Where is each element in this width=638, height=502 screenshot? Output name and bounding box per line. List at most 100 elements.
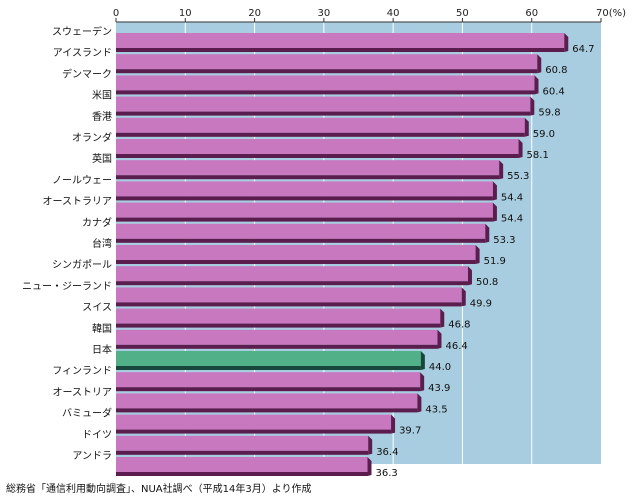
- value-label: 46.4: [445, 341, 467, 352]
- category-label: オランダ: [72, 131, 112, 144]
- bar-end-cap: [492, 202, 497, 222]
- bar-shadow: [116, 472, 368, 476]
- bar-face: [116, 308, 441, 324]
- bar-shadow: [116, 323, 441, 328]
- bar-shadow: [116, 132, 525, 137]
- bar-face: [116, 245, 476, 260]
- bar-face: [116, 266, 468, 282]
- category-label: オーストラリア: [43, 196, 113, 208]
- x-axis-ticks: 0 10 20 30 40 50 60 70(%): [113, 8, 626, 23]
- bar-shadow: [116, 154, 519, 158]
- bar-shadow: [116, 90, 535, 95]
- bar-shadow: [116, 238, 486, 243]
- bar-shadow: [116, 302, 462, 307]
- bar-end-cap: [368, 435, 373, 455]
- category-label: 米国: [92, 89, 112, 102]
- bar-end-cap: [440, 308, 445, 328]
- category-label: オーストリア: [53, 386, 113, 398]
- bar-face: [116, 54, 538, 70]
- bar: [116, 202, 497, 222]
- value-label: 46.8: [448, 320, 470, 331]
- category-label: 韓国: [92, 323, 112, 335]
- bar-end-cap: [420, 372, 425, 392]
- x-tick-label: 70(%): [596, 8, 626, 19]
- value-label: 60.8: [545, 65, 567, 76]
- x-tick-label: 20: [248, 8, 261, 19]
- bar-face: [116, 393, 418, 409]
- value-label: 36.3: [376, 468, 398, 478]
- bar-end-cap: [530, 96, 535, 116]
- value-label: 64.7: [572, 44, 594, 55]
- bar: [116, 96, 535, 116]
- bar-face: [116, 96, 531, 112]
- source-note: 総務省「通信利用動向調査」、NUA社調べ（平成14年3月）より作成: [6, 484, 312, 495]
- value-label: 43.5: [425, 404, 447, 415]
- bar-face: [116, 435, 369, 451]
- category-label: 日本: [92, 343, 112, 356]
- bar-shadow: [116, 48, 565, 52]
- bar-face: [116, 139, 519, 154]
- bar-end-cap: [524, 117, 529, 137]
- category-label: 台湾: [92, 237, 112, 250]
- bar-shadow: [116, 217, 493, 222]
- value-label: 60.4: [542, 86, 564, 97]
- value-label: 49.9: [470, 298, 492, 309]
- value-label: 36.4: [376, 447, 398, 458]
- bar: [116, 372, 425, 392]
- category-label: ドイツ: [82, 430, 112, 441]
- bar-shadow: [116, 429, 392, 434]
- bar-end-cap: [437, 329, 442, 349]
- bar-face: [116, 75, 535, 91]
- bar-shadow: [116, 387, 421, 392]
- bar-face: [116, 117, 525, 133]
- bar-end-cap: [461, 287, 466, 307]
- bar: [116, 393, 422, 413]
- bar: [116, 117, 529, 137]
- bar: [116, 435, 373, 455]
- bars: [116, 33, 569, 476]
- bar: [116, 75, 539, 95]
- bar: [116, 223, 490, 243]
- bar-face: [116, 457, 368, 472]
- bar: [116, 181, 497, 201]
- bar: [116, 266, 472, 286]
- value-label: 59.0: [533, 129, 555, 140]
- value-label: 54.4: [501, 192, 523, 203]
- bar-shadow: [116, 281, 468, 286]
- x-tick-label: 40: [387, 8, 400, 19]
- bar: [116, 245, 480, 264]
- bar-end-cap: [518, 139, 523, 158]
- category-label: デンマーク: [62, 67, 112, 80]
- category-label: ノールウェー: [52, 174, 112, 186]
- bar-end-cap: [467, 266, 472, 286]
- bar: [116, 287, 466, 307]
- bar: [116, 160, 504, 180]
- category-label: スウェーデン: [52, 25, 112, 38]
- value-label: 51.9: [484, 256, 506, 267]
- x-tick-label: 10: [179, 8, 192, 19]
- bar: [116, 139, 523, 158]
- bar-shadow: [116, 366, 421, 370]
- bar-face: [116, 414, 392, 430]
- bar-face: [116, 223, 486, 239]
- bar: [116, 54, 542, 74]
- bar-shadow: [116, 69, 538, 74]
- bar-end-cap: [492, 181, 497, 201]
- bar-face: [116, 329, 438, 345]
- bar-end-cap: [391, 414, 396, 434]
- bar-shadow: [116, 196, 493, 201]
- bar-end-cap: [537, 54, 542, 74]
- value-label: 43.9: [428, 383, 450, 394]
- bar-end-cap: [417, 393, 422, 413]
- bar-shadow: [116, 175, 500, 180]
- category-label: アンドラ: [72, 450, 112, 462]
- bar: [116, 308, 445, 328]
- bar-face: [116, 181, 493, 197]
- category-label: 英国: [92, 152, 112, 165]
- bar-face: [116, 160, 500, 176]
- bar-face: [116, 351, 421, 366]
- bar: [116, 414, 396, 434]
- bar: [116, 457, 372, 476]
- category-label: スイス: [82, 303, 112, 314]
- value-label: 53.3: [493, 235, 515, 246]
